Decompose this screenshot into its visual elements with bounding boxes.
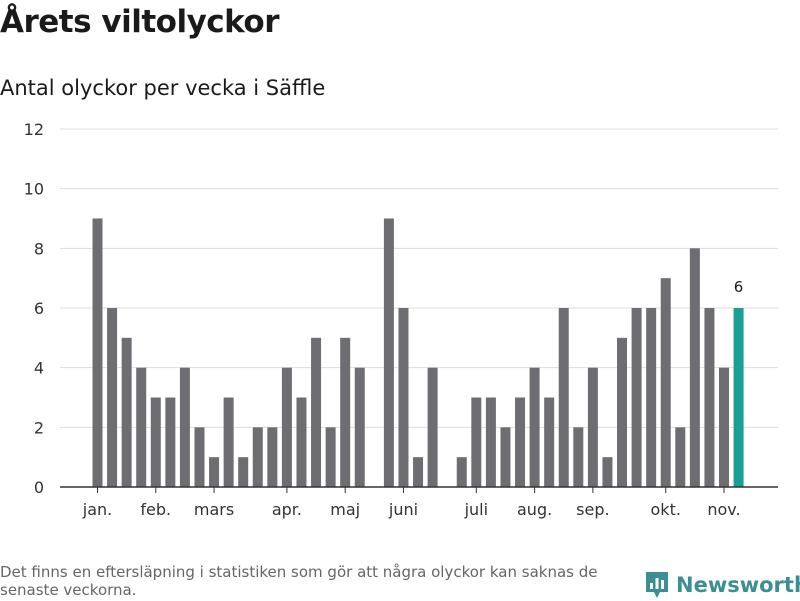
- brand-logo: Newsworthy: [644, 569, 800, 601]
- y-tick-label: 4: [34, 359, 44, 378]
- y-tick-label: 0: [34, 478, 44, 497]
- y-tick-label: 8: [34, 239, 44, 258]
- bar: [121, 337, 132, 487]
- bar: [617, 337, 628, 487]
- bar: [238, 457, 249, 487]
- bar: [107, 308, 118, 487]
- bar: [500, 427, 511, 487]
- bar: [281, 367, 292, 487]
- bar: [354, 367, 365, 487]
- bar: [413, 457, 424, 487]
- x-tick-label: apr.: [272, 500, 302, 519]
- bar: [209, 457, 220, 487]
- y-tick-label: 10: [24, 180, 44, 199]
- bar: [602, 457, 613, 487]
- bar: [311, 337, 322, 487]
- bar: [456, 457, 467, 487]
- x-tick-label: aug.: [517, 500, 552, 519]
- bar: [296, 397, 307, 487]
- bar: [340, 337, 351, 487]
- bar: [194, 427, 205, 487]
- x-tick-label: mars: [194, 500, 234, 519]
- y-tick-label: 2: [34, 418, 44, 437]
- x-tick-label: maj: [330, 500, 360, 519]
- footnote: Det finns en eftersläpning i statistiken…: [0, 563, 598, 599]
- bar: [136, 367, 147, 487]
- brand-name: Newsworthy: [676, 573, 800, 597]
- bar: [573, 427, 584, 487]
- bar: [719, 367, 730, 487]
- bar: [92, 218, 103, 487]
- x-tick-label: juli: [464, 500, 488, 519]
- bar-chart: 0 2 4 6 8 10 12 6 jan. feb. mars apr. maj juni juli aug…: [24, 120, 778, 519]
- x-tick-label: feb.: [140, 500, 171, 519]
- bar: [485, 397, 496, 487]
- bar: [660, 278, 671, 487]
- x-tick-label: okt.: [651, 500, 681, 519]
- bar: [223, 397, 234, 487]
- chart-title: Årets viltolyckor: [0, 4, 280, 40]
- bar: [427, 367, 438, 487]
- y-tick-label: 12: [24, 120, 44, 139]
- bar: [558, 308, 569, 487]
- bar: [150, 397, 161, 487]
- data-label: 6: [734, 278, 744, 296]
- bar: [704, 308, 715, 487]
- x-tick-label: sep.: [576, 500, 609, 519]
- bar-highlight: [733, 308, 744, 487]
- bar: [325, 427, 336, 487]
- x-tick-label: juni: [388, 500, 418, 519]
- bar: [267, 427, 278, 487]
- y-tick-label: 6: [34, 299, 44, 318]
- bar: [529, 367, 540, 487]
- bar: [165, 397, 176, 487]
- bar: [471, 397, 482, 487]
- bar: [383, 218, 394, 487]
- bar: [689, 248, 700, 487]
- bar: [646, 308, 657, 487]
- bar: [179, 367, 190, 487]
- bar: [515, 397, 526, 487]
- x-tick-label: jan.: [82, 500, 112, 519]
- chart-subtitle: Antal olyckor per vecka i Säffle: [0, 76, 326, 100]
- x-tick-label: nov.: [707, 500, 740, 519]
- bar: [587, 367, 598, 487]
- bar: [631, 308, 642, 487]
- bar-chart-logo-icon: [646, 572, 668, 598]
- bar: [252, 427, 263, 487]
- bar: [398, 308, 409, 487]
- bar: [675, 427, 686, 487]
- bar: [544, 397, 555, 487]
